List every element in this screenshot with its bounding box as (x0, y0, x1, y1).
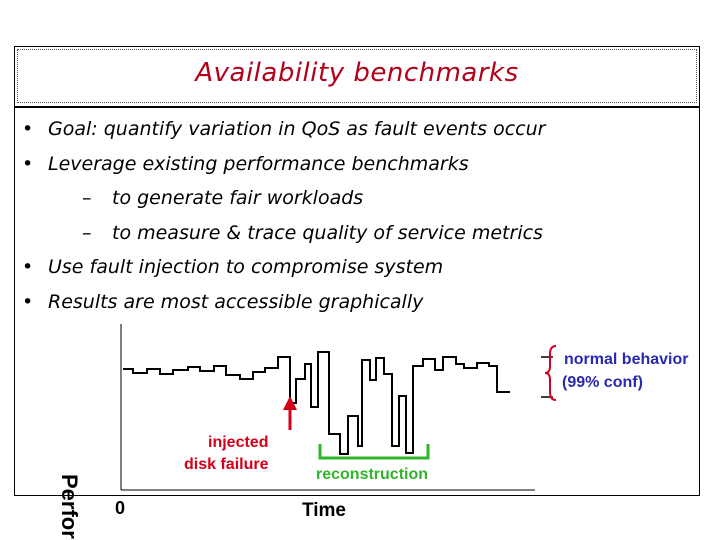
sub-bullet-item: – to generate fair workloads (22, 181, 702, 216)
sub-bullet-dash: – (82, 187, 92, 210)
fault-arrow-head (283, 396, 297, 410)
bullet-dot: • (22, 290, 34, 313)
bullet-item: • Goal: quantify variation in QoS as faul… (22, 112, 702, 147)
sub-bullet-text: to measure & trace quality of service me… (112, 221, 543, 244)
reconstruction-bracket (318, 444, 430, 460)
reconstruction-label: reconstruction (316, 466, 428, 483)
bullet-item: • Leverage existing performance benchmark… (22, 147, 702, 182)
normal-behavior-brace (544, 345, 557, 401)
normal-behavior-label: normal behavior (564, 351, 688, 368)
bullet-dot: • (22, 256, 34, 279)
x-tick-label-0: 0 (115, 498, 125, 518)
sub-bullet-item: – to measure & trace quality of service m… (22, 216, 702, 251)
bullet-dot: • (22, 152, 34, 175)
sub-bullet-dash: – (82, 221, 92, 244)
injected-label: injected (208, 434, 268, 451)
disk-failure-label: disk failure (184, 456, 269, 473)
bullet-list: • Goal: quantify variation in QoS as faul… (22, 112, 702, 320)
bullet-dot: • (22, 118, 34, 140)
bullet-item: • Results are most accessible graphically (22, 285, 702, 320)
x-axis-label: Time (302, 500, 346, 521)
bullet-text: Use fault injection to compromise system (48, 256, 444, 279)
performance-series-line (123, 351, 510, 455)
normal-behavior-conf-label: (99% conf) (562, 374, 643, 391)
sub-bullet-text: to generate fair workloads (112, 187, 364, 210)
bullet-text: Results are most accessible graphically (48, 290, 424, 313)
title-box: Availability benchmarks (14, 46, 700, 108)
y-axis-label: Perfor (57, 474, 82, 539)
bullet-item: • Use fault injection to compromise syste… (22, 250, 702, 285)
bullet-text: Leverage existing performance benchmarks (48, 152, 469, 175)
slide-frame (14, 46, 700, 496)
bullet-text: Goal: quantify variation in QoS as fault… (48, 118, 546, 140)
